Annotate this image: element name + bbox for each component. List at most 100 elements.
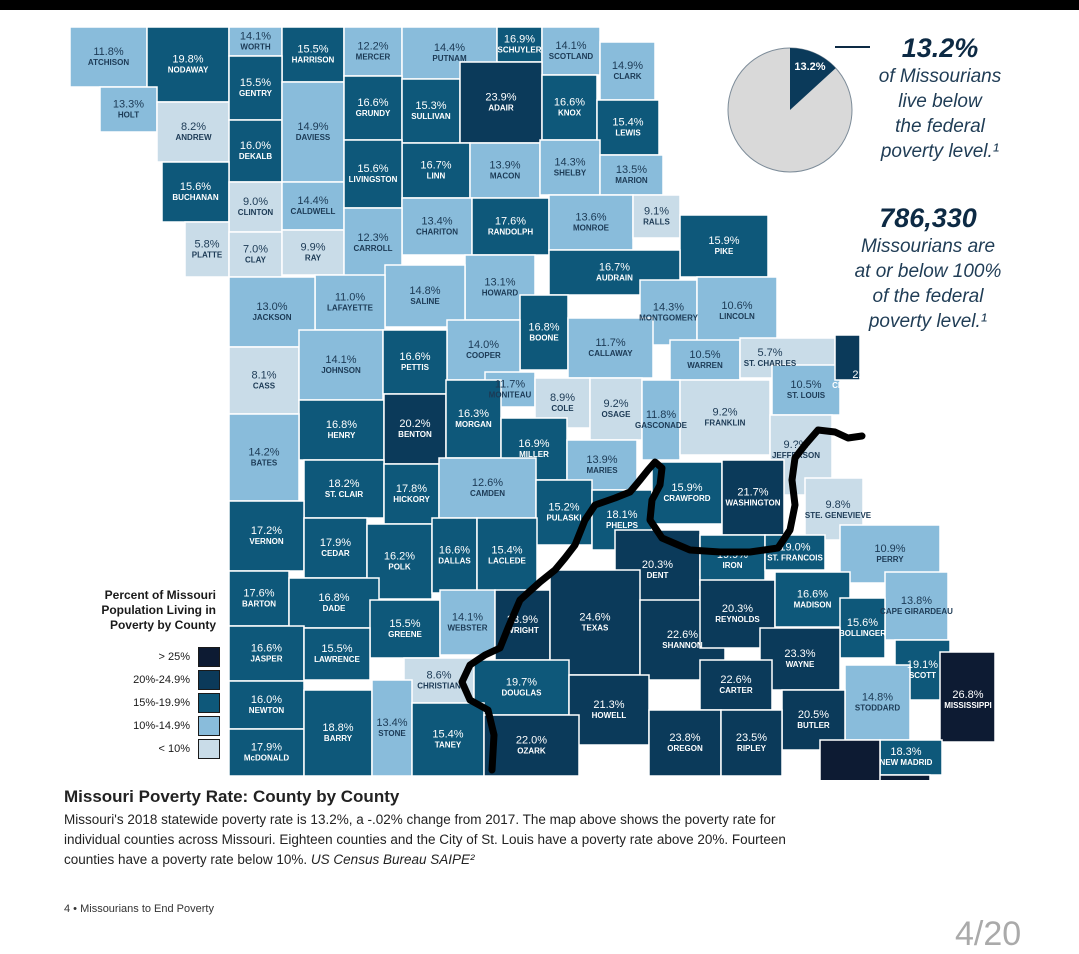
- county-value: 18.3%: [890, 746, 921, 758]
- county-value: 17.6%: [495, 216, 526, 228]
- legend-item: > 25%: [70, 645, 220, 668]
- county-name: LACLEDE: [488, 557, 526, 566]
- county-value: 9.1%: [644, 206, 669, 218]
- county-value: 15.5%: [321, 643, 352, 655]
- county-name: GASCONADE: [635, 421, 688, 430]
- county-value: 11.0%: [335, 292, 366, 304]
- county-value: 23.3%: [784, 648, 815, 660]
- county-name: MARIES: [586, 466, 618, 475]
- county-barton: [228, 570, 290, 627]
- county-name: HOWARD: [482, 289, 519, 298]
- county-name: MERCER: [356, 53, 391, 62]
- county-name: LINN: [427, 172, 446, 181]
- county-name: CHRISTIAN: [417, 682, 461, 691]
- county-value: 16.0%: [251, 694, 282, 706]
- county-dekalb: [228, 119, 283, 183]
- county-name: TANEY: [435, 741, 462, 750]
- county-value: 13.0%: [256, 301, 287, 313]
- county-value: 9.0%: [243, 196, 268, 208]
- county-name: PHELPS: [606, 521, 639, 530]
- county-value: 13.8%: [901, 595, 932, 607]
- legend-swatch: [198, 669, 220, 690]
- county-value: 8.1%: [251, 370, 276, 382]
- county-name: DALLAS: [438, 557, 471, 566]
- county-marion: [599, 154, 664, 196]
- legend-item: 20%-24.9%: [70, 668, 220, 691]
- county-name: BOONE: [529, 334, 559, 343]
- county-name: MARION: [615, 176, 648, 185]
- county-name: NODAWAY: [168, 66, 209, 75]
- top-black-bar: [0, 0, 1079, 10]
- poverty-count-stat: 786,330 Missourians are at or below 100%…: [838, 203, 1018, 334]
- county-wayne: [759, 627, 841, 691]
- county-value: 21.3%: [593, 699, 624, 711]
- county-name: ADAIR: [488, 104, 514, 113]
- county-name: MACON: [490, 172, 520, 181]
- county-name: MONTGOMERY: [639, 314, 698, 323]
- county-name: GRUNDY: [356, 109, 391, 118]
- county-carter: [699, 659, 773, 711]
- county-value: 9.9%: [300, 242, 325, 254]
- county-buchanan: [161, 161, 230, 223]
- county-value: 5.8%: [194, 239, 219, 251]
- county-value: 19.1%: [907, 659, 938, 671]
- county-value: 16.8%: [528, 322, 559, 334]
- county-value: 11.7%: [595, 337, 626, 349]
- county-name: BUCHANAN: [172, 193, 218, 202]
- county-platte: [184, 221, 230, 278]
- county-value: 14.9%: [612, 60, 643, 72]
- county-name: CALDWELL: [291, 207, 336, 216]
- county-livingston: [343, 139, 403, 209]
- county-value: 11.8%: [93, 46, 124, 58]
- county-city-of-st-louis: [834, 334, 861, 381]
- county-cedar: [303, 517, 368, 579]
- county-madison: [774, 571, 851, 628]
- county-value: 15.4%: [432, 729, 463, 741]
- county-value: 18.8%: [322, 722, 353, 734]
- county-name: COOPER: [466, 351, 501, 360]
- county-value: 15.3%: [415, 100, 446, 112]
- legend-swatch: [198, 692, 220, 713]
- county-name: MORGAN: [455, 420, 492, 429]
- county-name: GREENE: [388, 630, 422, 639]
- county-value: 16.6%: [399, 351, 430, 363]
- county-camden: [438, 457, 537, 519]
- county-monroe: [548, 194, 634, 251]
- county-name: SALINE: [410, 297, 440, 306]
- county-name: SHELBY: [554, 169, 587, 178]
- county-name: DAVIESS: [296, 133, 331, 142]
- county-name: SHANNON: [662, 641, 703, 650]
- county-value: 17.9%: [320, 537, 351, 549]
- county-andrew: [156, 101, 231, 163]
- county-name: RANDOLPH: [488, 228, 534, 237]
- county-value: 10.5%: [790, 379, 821, 391]
- county-name: PULASKI: [546, 514, 581, 523]
- county-name: BATES: [251, 459, 278, 468]
- county-name: WEBSTER: [448, 624, 488, 633]
- county-name: CAPE GIRARDEAU: [880, 607, 953, 616]
- county-name: MONITEAU: [489, 391, 532, 400]
- county-value: 15.4%: [612, 117, 643, 129]
- county-randolph: [471, 197, 550, 256]
- county-name: AUDRAIN: [596, 274, 633, 283]
- county-name: CAMDEN: [470, 489, 505, 498]
- county-name: CHARITON: [416, 228, 458, 237]
- county-name: JOHNSON: [321, 366, 361, 375]
- county-name: WRIGHT: [506, 626, 539, 635]
- pie-label: 13.2%: [794, 61, 825, 73]
- county-value: 17.8%: [396, 483, 427, 495]
- county-name: CEDAR: [321, 549, 350, 558]
- county-value: 14.1%: [240, 31, 271, 43]
- county-texas: [549, 569, 641, 676]
- county-name: BENTON: [398, 430, 432, 439]
- county-name: DENT: [647, 571, 669, 580]
- county-value: 19.7%: [506, 677, 537, 689]
- county-name: LEWIS: [615, 129, 641, 138]
- county-boone: [519, 294, 569, 371]
- county-name: CASS: [253, 382, 276, 391]
- county-name: LAFAYETTE: [327, 304, 374, 313]
- county-value: 20.2%: [399, 418, 430, 430]
- county-value: 17.9%: [251, 742, 282, 754]
